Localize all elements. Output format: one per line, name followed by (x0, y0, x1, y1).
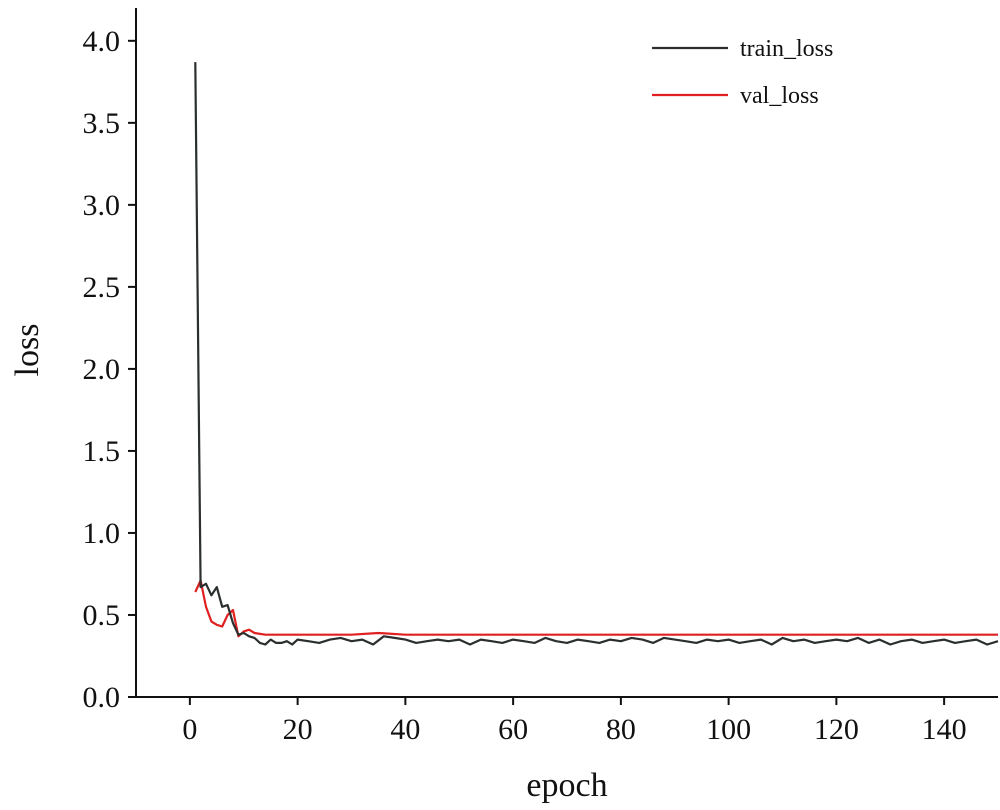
y-axis-label: loss (9, 324, 46, 377)
legend: train_loss val_loss (652, 36, 833, 109)
series-group (194, 62, 999, 646)
y-tick-label: 4.0 (83, 25, 121, 58)
x-tick-label: 80 (606, 713, 636, 746)
x-tick-label: 140 (922, 713, 967, 746)
x-tick-label: 120 (814, 713, 859, 746)
y-tick-label: 2.5 (83, 271, 121, 304)
x-tick-label: 40 (390, 713, 420, 746)
x-ticks: 0 20 40 60 80 100 120 140 (182, 697, 967, 746)
x-tick-label: 100 (706, 713, 751, 746)
x-tick-label: 20 (283, 713, 313, 746)
x-tick-label: 0 (182, 713, 197, 746)
axes (135, 8, 998, 698)
legend-label-val-loss: val_loss (740, 83, 819, 109)
y-tick-label: 3.0 (83, 189, 121, 222)
y-tick-label: 0.5 (83, 599, 121, 632)
y-ticks: 0.0 0.5 1.0 1.5 2.0 2.5 3.0 3.5 4.0 (83, 25, 136, 714)
y-tick-label: 1.0 (83, 517, 121, 550)
y-tick-label: 2.0 (83, 353, 121, 386)
y-tick-label: 3.5 (83, 107, 121, 140)
x-tick-label: 60 (498, 713, 528, 746)
legend-label-train-loss: train_loss (740, 36, 833, 62)
series-line-val-loss (194, 579, 998, 638)
y-tick-label: 0.0 (83, 681, 121, 714)
x-axis-label: epoch (526, 767, 607, 804)
series-line-train-loss (194, 62, 999, 646)
y-tick-label: 1.5 (83, 435, 121, 468)
